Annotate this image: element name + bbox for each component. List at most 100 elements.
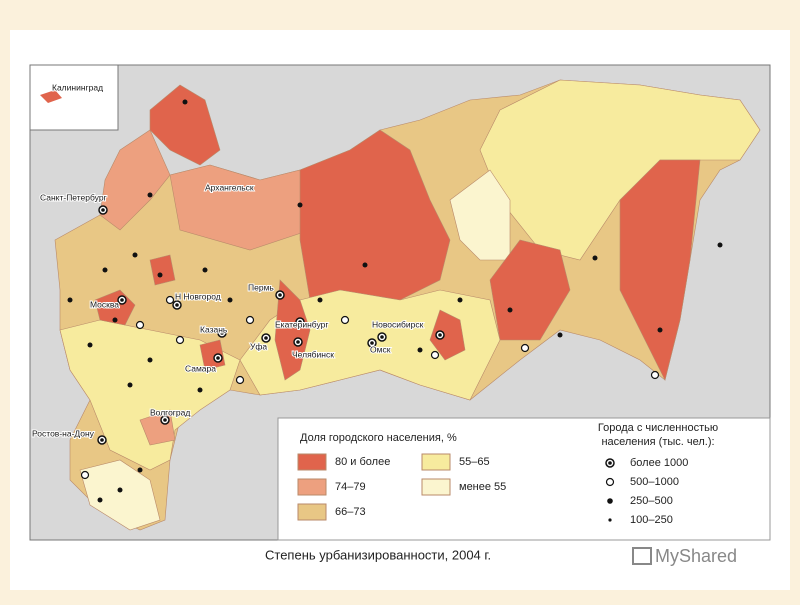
legend: 80 и более 74–79 66–73 55–65 менее 55 более 1… <box>297 453 688 526</box>
legend-title: Доля городского населения, % <box>300 432 457 444</box>
city-dot <box>163 418 167 422</box>
city-dot <box>117 487 123 493</box>
caption: Степень урбанизированности, 2004 г. <box>265 547 491 562</box>
city-dot <box>202 267 208 273</box>
legend-swatch <box>297 453 327 471</box>
city-dot <box>80 470 90 480</box>
legend-label: 250–500 <box>630 495 673 507</box>
city-dot <box>457 297 463 303</box>
region <box>59 319 241 471</box>
region <box>99 129 171 231</box>
city-dot <box>147 357 153 363</box>
city-dot <box>370 341 374 345</box>
watermark: MyShared <box>632 546 737 566</box>
legend-label: 80 и более <box>335 456 390 468</box>
city-dot <box>296 340 300 344</box>
city-dot <box>120 298 124 302</box>
city-label: Новосибирск <box>372 319 424 329</box>
city-dot <box>245 315 255 325</box>
city-dot <box>264 336 268 340</box>
city-dot <box>592 255 598 261</box>
legend-title: населения (тыс. чел.): <box>601 436 714 448</box>
city-dot <box>175 303 179 307</box>
legend-swatch <box>421 478 451 496</box>
region <box>79 459 161 531</box>
city-dot <box>197 387 203 393</box>
city-dot <box>127 382 133 388</box>
city-label: Уфа <box>250 341 267 351</box>
city-label: Санкт-Петербург <box>40 192 107 202</box>
city-label: Челябинск <box>292 349 334 359</box>
legend-label: 55–65 <box>459 456 490 468</box>
city-label: Самара <box>185 363 216 373</box>
city-dot <box>520 343 530 353</box>
city-dot <box>717 242 723 248</box>
city-label: Москва <box>90 299 119 309</box>
legend-label: 74–79 <box>335 481 366 493</box>
city-label: Казань <box>200 324 228 334</box>
city-label: Пермь <box>248 282 274 292</box>
city-dot <box>380 335 384 339</box>
city-dot <box>102 267 108 273</box>
city-dot <box>297 202 303 208</box>
city-dot <box>317 297 323 303</box>
region <box>274 279 311 381</box>
city-dot <box>557 332 563 338</box>
city-label: Н Новгород <box>175 291 221 301</box>
city-dot <box>182 99 188 105</box>
city-dot <box>101 208 105 212</box>
city-dot <box>87 342 93 348</box>
city-dot <box>340 315 350 325</box>
city-labels: Санкт-Петербург Архангельск Москва Н Новгор… <box>31 181 425 439</box>
city-label: Ростов-на-Дону <box>32 428 95 438</box>
legend-swatch <box>297 503 327 521</box>
city-dot <box>112 317 118 323</box>
legend-swatch <box>297 478 327 496</box>
legend-label: более 1000 <box>630 457 688 469</box>
city-dot <box>657 327 663 333</box>
region <box>429 309 466 361</box>
city-dot <box>157 272 163 278</box>
legend-swatch <box>421 453 451 471</box>
city-dot <box>235 375 245 385</box>
legend-title: Города с численностью <box>598 422 718 434</box>
watermark-text: MyShared <box>655 546 737 566</box>
city-dot <box>137 467 143 473</box>
kaliningrad-region <box>40 90 62 103</box>
city-dot <box>417 347 423 353</box>
city-dot <box>165 295 175 305</box>
legend-box <box>277 417 771 541</box>
legend-symbol <box>608 518 612 522</box>
legend-label: 100–250 <box>630 514 673 526</box>
legend-label: 66–73 <box>335 506 366 518</box>
region <box>299 129 451 301</box>
city-dot <box>147 192 153 198</box>
city-label: Екатеринбург <box>275 319 328 329</box>
city-dot <box>220 331 224 335</box>
city-dot <box>100 438 104 442</box>
city-dot <box>97 497 103 503</box>
city-dots <box>67 99 723 503</box>
city-label: Архангельск <box>205 182 254 192</box>
city-dot <box>507 307 513 313</box>
legend-label: менее 55 <box>459 481 506 493</box>
city-dot <box>362 262 368 268</box>
legend-symbol <box>608 461 612 465</box>
city-dot <box>132 252 138 258</box>
inset-label: Калининград <box>52 82 103 92</box>
legend-symbol <box>607 498 613 504</box>
watermark-icon <box>632 547 652 565</box>
legend-symbol <box>605 477 615 487</box>
city-dot <box>438 333 442 337</box>
city-label: Волгоград <box>150 407 190 417</box>
region <box>619 159 701 381</box>
city-dot <box>175 335 185 345</box>
city-dot <box>430 350 440 360</box>
regions <box>54 79 761 531</box>
city-dot <box>650 370 660 380</box>
region <box>149 254 176 286</box>
city-dot <box>67 297 73 303</box>
legend-label: 500–1000 <box>630 476 679 488</box>
city-label: Омск <box>370 344 391 354</box>
